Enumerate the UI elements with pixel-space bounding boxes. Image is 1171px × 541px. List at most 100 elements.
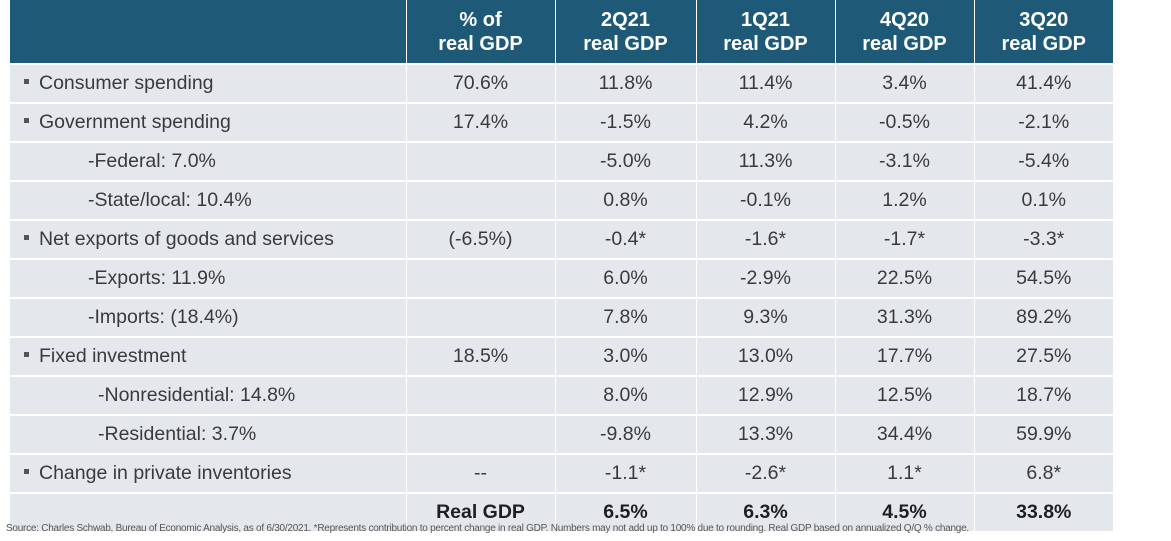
row-label-cell: Net exports of goods and services — [10, 219, 407, 259]
row-value-3q20: -5.4% — [974, 141, 1113, 181]
row-share: 17.4% — [406, 102, 556, 142]
row-value-1q21: -0.1% — [696, 180, 836, 220]
row-value-4q20: -3.1% — [835, 141, 975, 181]
row-label: Consumer spending — [39, 72, 214, 94]
row-value-2q21: 11.8% — [555, 63, 697, 103]
row-value-2q21: -9.8% — [555, 414, 697, 454]
row-value-3q20: 6.8* — [974, 453, 1113, 493]
table-row: Change in private inventories -- -1.1* -2.6… — [10, 453, 1113, 493]
row-value-4q20: -0.5% — [835, 102, 975, 142]
row-label: -Nonresidential: 14.8% — [98, 384, 296, 406]
row-label-cell: Change in private inventories — [10, 453, 407, 493]
header-blank — [10, 0, 407, 64]
table-row: Consumer spending 70.6% 11.8% 11.4% 3.4% 41.4… — [10, 63, 1113, 103]
row-share: (-6.5%) — [406, 219, 556, 259]
header-1q21-line1: 1Q21 — [741, 8, 790, 31]
bullet-icon — [24, 352, 29, 358]
row-value-2q21: -1.5% — [555, 102, 697, 142]
bullet-icon — [24, 469, 29, 475]
row-label: -Federal: 7.0% — [88, 150, 216, 172]
row-value-4q20: 1.1* — [835, 453, 975, 493]
row-value-4q20: 1.2% — [835, 180, 975, 220]
row-label-cell: -Imports: (18.4%) — [10, 297, 407, 337]
row-label-cell: -Residential: 3.7% — [10, 414, 407, 454]
row-value-3q20: 59.9% — [974, 414, 1113, 454]
header-4q20-line1: 4Q20 — [880, 8, 929, 31]
header-row: % of real GDP 2Q21 real GDP 1Q21 real GD… — [10, 0, 1113, 64]
header-share: % of real GDP — [406, 0, 556, 64]
total-value-2q21: 6.5% — [555, 492, 697, 531]
table-row: -Federal: 7.0% -5.0% 11.3% -3.1% -5.4% — [10, 141, 1113, 181]
bullet-icon — [24, 118, 29, 124]
row-label: Change in private inventories — [39, 462, 292, 484]
row-share — [406, 414, 556, 454]
table-row: -Residential: 3.7% -9.8% 13.3% 34.4% 59.9% — [10, 414, 1113, 454]
row-value-4q20: 31.3% — [835, 297, 975, 337]
row-share — [406, 375, 556, 415]
row-value-2q21: 0.8% — [555, 180, 697, 220]
row-value-1q21: 11.4% — [696, 63, 836, 103]
row-value-3q20: 89.2% — [974, 297, 1113, 337]
row-label: -Residential: 3.7% — [98, 423, 257, 445]
table-row: -Exports: 11.9% 6.0% -2.9% 22.5% 54.5% — [10, 258, 1113, 298]
row-share: -- — [406, 453, 556, 493]
row-share — [406, 180, 556, 220]
header-2q21: 2Q21 real GDP — [555, 0, 697, 64]
row-value-2q21: 6.0% — [555, 258, 697, 298]
header-4q20: 4Q20 real GDP — [835, 0, 975, 64]
header-2q21-line1: 2Q21 — [601, 8, 650, 31]
table-row: Fixed investment 18.5% 3.0% 13.0% 17.7% 27.5% — [10, 336, 1113, 376]
gdp-table-container: % of real GDP 2Q21 real GDP 1Q21 real GD… — [10, 0, 1113, 531]
header-3q20: 3Q20 real GDP — [974, 0, 1113, 64]
row-share — [406, 141, 556, 181]
table-row: -Imports: (18.4%) 7.8% 9.3% 31.3% 89.2% — [10, 297, 1113, 337]
row-value-4q20: 22.5% — [835, 258, 975, 298]
row-label: -State/local: 10.4% — [88, 189, 252, 211]
row-label-cell: Consumer spending — [10, 63, 407, 103]
source-footnote: Source: Charles Schwab, Bureau of Econom… — [6, 523, 969, 534]
table-row: -State/local: 10.4% 0.8% -0.1% 1.2% 0.1% — [10, 180, 1113, 220]
total-value-3q20: 33.8% — [974, 492, 1113, 531]
row-label-cell: Fixed investment — [10, 336, 407, 376]
total-value-1q21: 6.3% — [696, 492, 836, 531]
header-1q21-line2: real GDP — [723, 32, 808, 55]
bullet-icon — [24, 79, 29, 85]
row-value-2q21: 8.0% — [555, 375, 697, 415]
gdp-table: % of real GDP 2Q21 real GDP 1Q21 real GD… — [10, 0, 1113, 531]
total-row: Real GDP 6.5% 6.3% 4.5% 33.8% — [10, 492, 1113, 531]
row-label-cell: -Exports: 11.9% — [10, 258, 407, 298]
table-row: -Nonresidential: 14.8% 8.0% 12.9% 12.5% 18.7… — [10, 375, 1113, 415]
header-1q21: 1Q21 real GDP — [696, 0, 836, 64]
header-2q21-line2: real GDP — [583, 32, 668, 55]
row-value-4q20: 3.4% — [835, 63, 975, 103]
row-value-1q21: 13.3% — [696, 414, 836, 454]
total-value-4q20: 4.5% — [835, 492, 975, 531]
row-value-1q21: 4.2% — [696, 102, 836, 142]
header-3q20-line2: real GDP — [1001, 32, 1086, 55]
row-value-4q20: 12.5% — [835, 375, 975, 415]
row-value-2q21: 3.0% — [555, 336, 697, 376]
row-value-2q21: -0.4* — [555, 219, 697, 259]
row-value-3q20: -3.3* — [974, 219, 1113, 259]
header-share-line2: real GDP — [438, 32, 523, 55]
row-share — [406, 258, 556, 298]
row-value-3q20: 41.4% — [974, 63, 1113, 103]
total-label: Real GDP — [406, 492, 556, 531]
row-value-2q21: -5.0% — [555, 141, 697, 181]
row-label: Government spending — [39, 111, 231, 133]
row-value-1q21: 9.3% — [696, 297, 836, 337]
row-value-1q21: -1.6* — [696, 219, 836, 259]
row-value-1q21: 12.9% — [696, 375, 836, 415]
row-value-1q21: -2.6* — [696, 453, 836, 493]
header-3q20-line1: 3Q20 — [1019, 8, 1069, 31]
row-value-3q20: 54.5% — [974, 258, 1113, 298]
header-4q20-line2: real GDP — [862, 32, 947, 55]
row-label: -Exports: 11.9% — [88, 267, 226, 289]
row-label: Fixed investment — [39, 345, 187, 367]
row-value-1q21: -2.9% — [696, 258, 836, 298]
table-row: Net exports of goods and services (-6.5%)… — [10, 219, 1113, 259]
row-label-cell: -Federal: 7.0% — [10, 141, 407, 181]
row-value-3q20: 0.1% — [974, 180, 1113, 220]
total-label-blank — [10, 492, 407, 531]
row-value-3q20: 18.7% — [974, 375, 1113, 415]
